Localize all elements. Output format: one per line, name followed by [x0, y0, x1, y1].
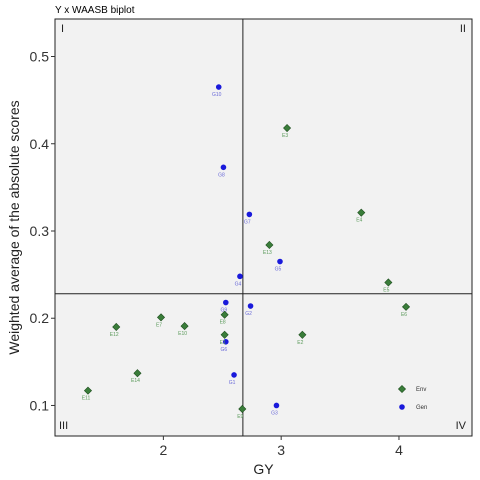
- reference-lines: [55, 19, 472, 436]
- point-e10-label: E10: [178, 331, 187, 337]
- point-e4-label: E4: [356, 218, 362, 224]
- point-g9: [223, 299, 229, 306]
- point-g6-label: G6: [220, 347, 227, 353]
- point-e1: [220, 330, 229, 339]
- point-e2-label: E2: [297, 340, 303, 346]
- legend-item-env-label: Env: [416, 387, 426, 393]
- point-e9: [238, 404, 247, 413]
- legend-item-gen-label: Gen: [416, 405, 427, 411]
- point-e11: [83, 386, 93, 395]
- point-g7: [246, 211, 253, 218]
- point-e13: [265, 240, 274, 249]
- point-e14: [133, 369, 142, 378]
- point-g2: [247, 303, 254, 309]
- point-e11-label: E11: [82, 396, 91, 402]
- point-e2: [298, 330, 307, 339]
- point-labels: E1 E2 E3 E4 E5 E6 E7 E8 E9 E10 E11 E12 E13 E14 G1 G2 G3 G…: [82, 92, 408, 420]
- point-e5-label: E5: [383, 287, 389, 293]
- point-g2-label: G2: [245, 311, 252, 317]
- point-g4: [237, 273, 243, 280]
- point-g1-label: G1: [229, 380, 236, 386]
- y-axis: 0.1 0.2 0.3 0.4 0.5: [30, 49, 55, 413]
- point-g6: [223, 338, 229, 345]
- y-axis-title: Weighted average of the absolute scores: [6, 100, 22, 354]
- chart-title: Y x WAASB biplot: [55, 5, 135, 16]
- data-points: [83, 84, 411, 413]
- point-e3: [283, 124, 292, 133]
- point-e8: [220, 310, 229, 319]
- point-g3-label: G3: [271, 410, 278, 416]
- point-g4-label: G4: [235, 281, 242, 287]
- point-g8: [220, 164, 227, 171]
- point-g5: [277, 258, 283, 265]
- point-e3-label: E3: [282, 133, 288, 139]
- point-g8-label: G8: [218, 172, 225, 178]
- point-e6: [402, 302, 411, 311]
- x-tick-label: 3: [277, 442, 285, 458]
- quadrant-label-iii: III: [59, 420, 68, 432]
- point-e5: [384, 278, 393, 287]
- y-tick-label: 0.1: [30, 397, 50, 413]
- legend-item-env-marker: [397, 384, 407, 394]
- x-tick-label: 2: [159, 442, 167, 458]
- point-g3: [273, 402, 280, 409]
- quadrant-label-ii: II: [460, 23, 466, 35]
- point-e14-label: E14: [131, 378, 140, 384]
- point-e4: [357, 208, 366, 217]
- point-g9-label: G9: [220, 308, 227, 314]
- point-e6-label: E6: [401, 312, 407, 318]
- y-tick-label: 0.5: [30, 49, 50, 65]
- point-e7-label: E7: [156, 322, 162, 328]
- y-tick-label: 0.2: [30, 310, 50, 326]
- x-tick-label: 4: [395, 442, 403, 458]
- point-g10: [215, 84, 222, 90]
- point-e13-label: E13: [263, 250, 272, 256]
- point-e9-label: E9: [237, 414, 243, 420]
- point-g10-label: G10: [212, 92, 222, 98]
- point-e12: [112, 322, 121, 331]
- point-e10: [180, 322, 189, 331]
- x-axis: 2 3 4: [159, 436, 403, 458]
- point-e7: [156, 313, 166, 322]
- point-g5-label: G5: [275, 267, 282, 273]
- legend-item-gen-marker: [399, 404, 405, 410]
- point-g7-label: G7: [244, 219, 251, 225]
- point-g1: [231, 372, 237, 378]
- plot-panel: [54, 18, 473, 437]
- point-e1-label: E1: [220, 340, 226, 346]
- point-e8-label: E8: [220, 320, 226, 326]
- y-tick-label: 0.3: [30, 223, 50, 239]
- legend: Env Gen: [397, 384, 427, 411]
- quadrant-label-iv: IV: [456, 420, 467, 432]
- point-e12-label: E12: [110, 332, 119, 338]
- y-tick-label: 0.4: [30, 136, 50, 152]
- quadrant-label-i: I: [61, 23, 64, 35]
- x-axis-title: GY: [253, 461, 274, 477]
